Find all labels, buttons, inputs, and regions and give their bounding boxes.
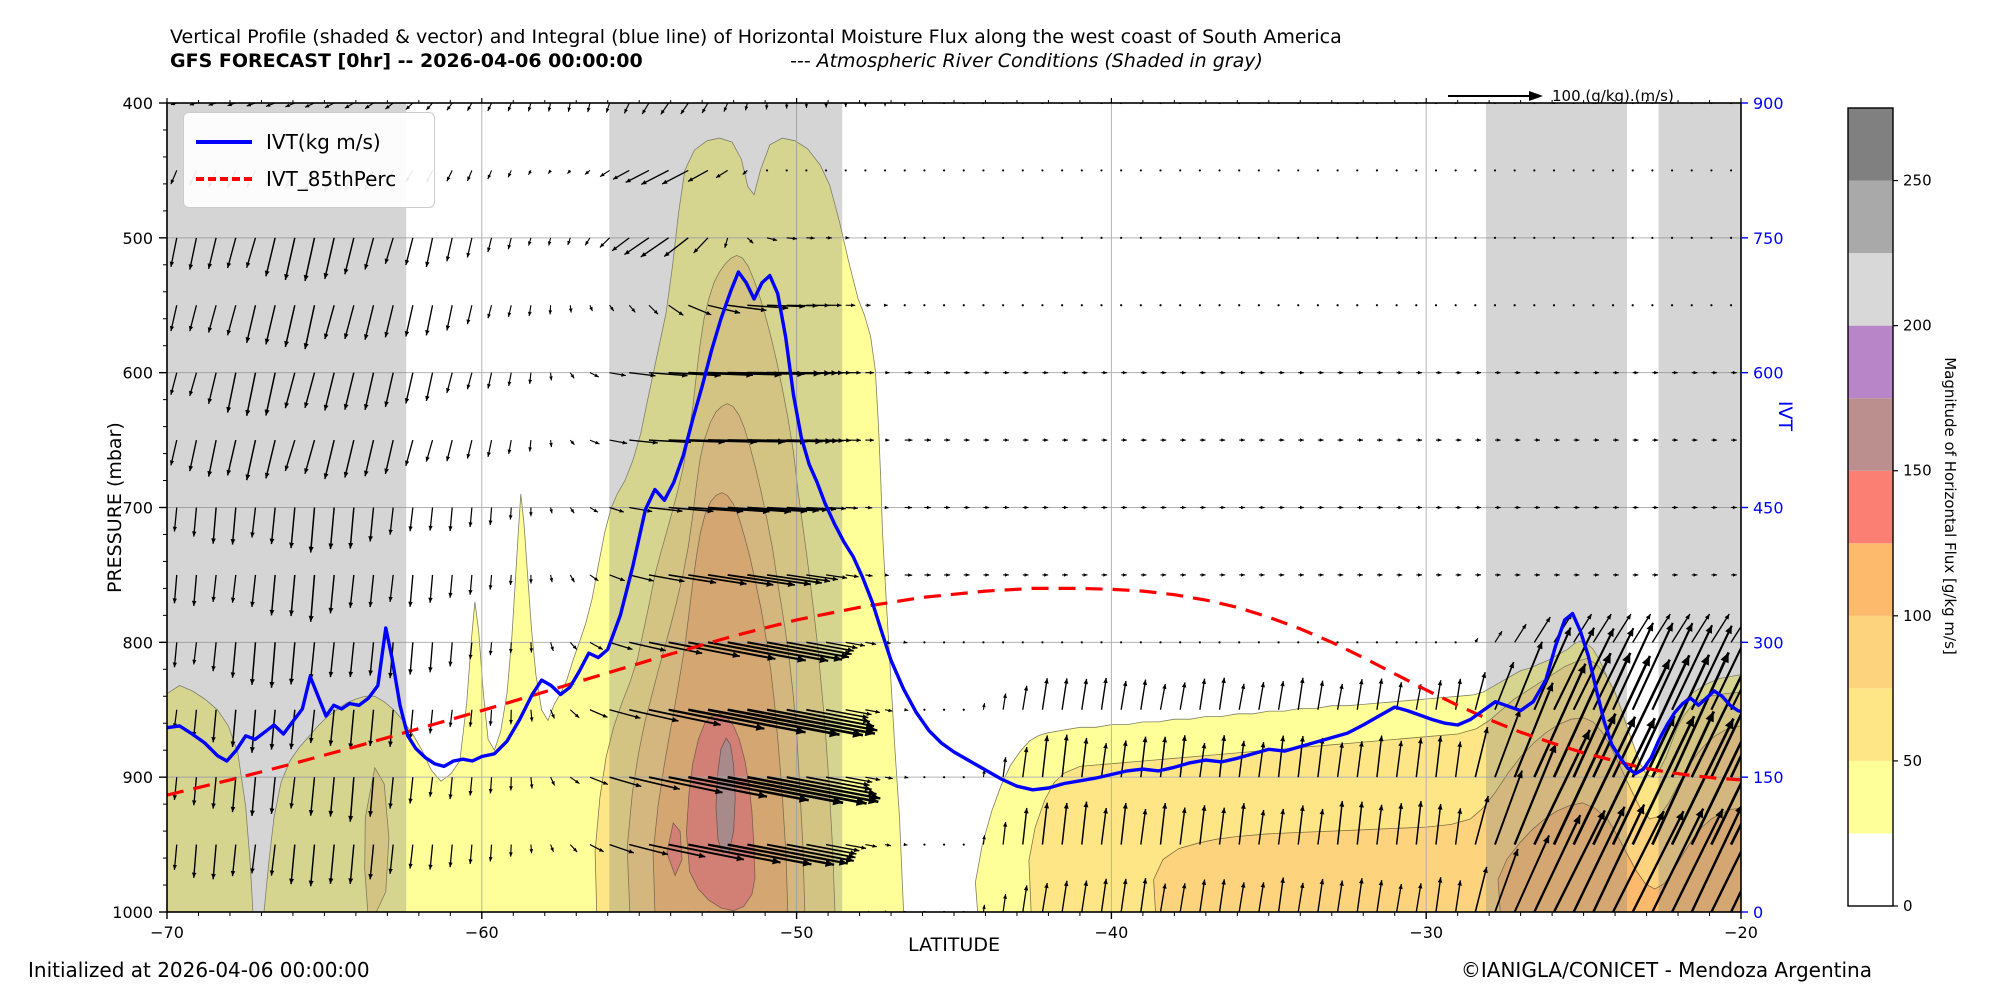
quiver-key-label: 100 (g/kg).(m/s) bbox=[1552, 87, 1674, 105]
legend-item-ivt: IVT(kg m/s) bbox=[196, 130, 422, 154]
colorbar-segment bbox=[1848, 325, 1893, 399]
footer-init-time: Initialized at 2026-04-06 00:00:00 bbox=[28, 958, 370, 982]
chart-subtitle-ar-note: --- Atmospheric River Conditions (Shaded… bbox=[790, 50, 1263, 72]
y2-tick-label: 450 bbox=[1753, 499, 1784, 518]
y2-tick-label: 750 bbox=[1753, 229, 1784, 248]
colorbar-tick-label: 50 bbox=[1903, 752, 1922, 770]
legend-item-ivt85: IVT_85thPerc bbox=[196, 167, 422, 191]
y-tick-label: 800 bbox=[122, 633, 153, 652]
contour-100 bbox=[652, 492, 789, 912]
colorbar-segment bbox=[1848, 180, 1893, 254]
y-tick-label: 600 bbox=[122, 364, 153, 383]
y2-tick-label: 150 bbox=[1753, 768, 1784, 787]
colorbar-segment bbox=[1848, 398, 1893, 471]
colorbar-segment bbox=[1848, 688, 1893, 761]
legend-label-ivt85: IVT_85thPerc bbox=[266, 166, 397, 191]
x-tick-label: −30 bbox=[1409, 923, 1443, 942]
legend-label-ivt: IVT(kg m/s) bbox=[266, 129, 381, 154]
colorbar-tick-label: 0 bbox=[1903, 897, 1913, 915]
ivt85-line-sample bbox=[196, 176, 252, 181]
colorbar-tick-label: 200 bbox=[1903, 317, 1932, 335]
chart-subtitle-forecast: GFS FORECAST [0hr] -- 2026-04-06 00:00:0… bbox=[170, 50, 643, 72]
colorbar-segment bbox=[1848, 833, 1893, 906]
y2-tick-label: 300 bbox=[1753, 633, 1784, 652]
colorbar-tick-label: 150 bbox=[1903, 462, 1932, 480]
y-tick-label: 700 bbox=[122, 499, 153, 518]
y2-tick-label: 0 bbox=[1753, 903, 1763, 922]
colorbar-segment bbox=[1848, 108, 1893, 181]
chart-title: Vertical Profile (shaded & vector) and I… bbox=[170, 26, 1342, 48]
x-tick-label: −20 bbox=[1724, 923, 1758, 942]
y-tick-label: 900 bbox=[122, 768, 153, 787]
x-tick-label: −50 bbox=[780, 923, 814, 942]
legend: IVT(kg m/s) IVT_85thPerc bbox=[183, 112, 435, 208]
ivt85-line bbox=[167, 586, 1741, 797]
x-axis-label-latitude: LATITUDE bbox=[908, 934, 1000, 956]
ivt-line-sample bbox=[196, 139, 252, 144]
x-tick-label: −60 bbox=[465, 923, 499, 942]
x-tick-label: −70 bbox=[150, 923, 184, 942]
footer-copyright: ©IANIGLA/CONICET - Mendoza Argentina bbox=[1460, 958, 1872, 982]
quiver-key-arrow bbox=[1529, 91, 1543, 101]
y2-tick-label: 900 bbox=[1753, 94, 1784, 113]
ivt-line bbox=[167, 270, 1741, 792]
plot-area bbox=[167, 103, 1741, 912]
colorbar-segment bbox=[1848, 615, 1893, 689]
y-tick-label: 500 bbox=[122, 229, 153, 248]
y2-tick-label: 600 bbox=[1753, 364, 1784, 383]
colorbar-segment bbox=[1848, 760, 1893, 834]
ar-band bbox=[167, 103, 407, 912]
colorbar-segment bbox=[1848, 253, 1893, 326]
x-tick-label: −40 bbox=[1095, 923, 1129, 942]
colorbar-segment bbox=[1848, 470, 1893, 544]
y-tick-label: 1000 bbox=[112, 903, 153, 922]
colorbar-segment bbox=[1848, 543, 1893, 616]
colorbar-tick-label: 100 bbox=[1903, 607, 1932, 625]
colorbar-tick-label: 250 bbox=[1903, 172, 1932, 190]
y-tick-label: 400 bbox=[122, 94, 153, 113]
